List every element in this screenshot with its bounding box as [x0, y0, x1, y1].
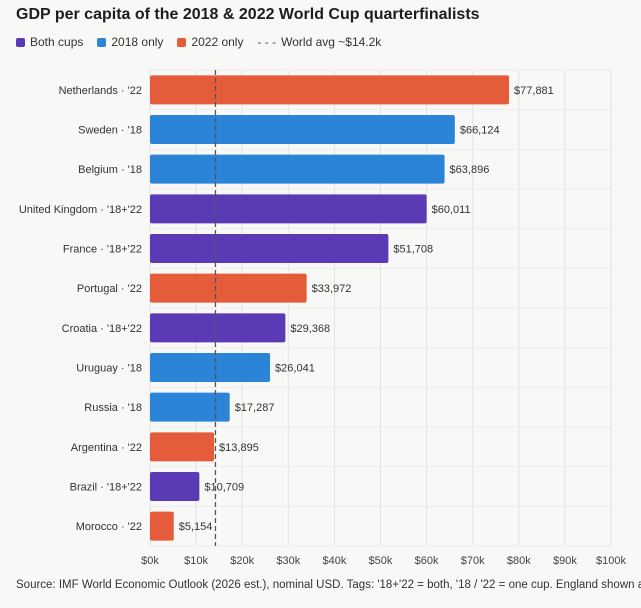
x-tick-label: $90k	[553, 555, 577, 567]
legend-label-world-avg: World avg ~$14.2k	[281, 35, 382, 49]
x-tick-label: $20k	[230, 555, 254, 567]
category-label: France · '18+'22	[63, 244, 142, 256]
bar	[150, 234, 389, 263]
bar	[150, 154, 445, 184]
x-tick-label: $70k	[461, 555, 485, 567]
x-tick-label: $30k	[276, 555, 300, 567]
source-note: Source: IMF World Economic Outlook (2026…	[16, 579, 641, 591]
x-tick-label: $10k	[184, 555, 208, 567]
category-label: Portugal · '22	[77, 283, 142, 295]
legend-item-world-avg: - - - World avg ~$14.2k	[257, 35, 381, 49]
bar	[150, 472, 200, 501]
bar	[150, 392, 230, 422]
legend-item-2018-only: 2018 only	[97, 35, 163, 49]
bar	[150, 432, 215, 462]
data-label: $17,287	[235, 402, 275, 414]
x-tick-label: $40k	[322, 555, 346, 567]
legend-item-both-cups: Both cups	[16, 35, 83, 49]
category-label: Argentina · '22	[71, 442, 142, 454]
category-label: United Kingdom · '18+'22	[19, 204, 142, 216]
category-label: Belgium · '18	[78, 164, 142, 176]
data-label: $60,011	[432, 204, 471, 216]
data-label: $13,895	[219, 442, 259, 454]
bar-chart: $0k $10k $20k $30k $40k $50k $60k $70k $80k $90k $…	[19, 69, 626, 567]
data-label: $5,154	[179, 521, 213, 533]
category-label: Uruguay · '18	[76, 363, 142, 375]
data-label: $29,368	[290, 323, 330, 335]
category-label: Russia · '18	[84, 402, 142, 414]
legend-swatch-2018-only	[97, 37, 107, 47]
bar	[150, 115, 455, 144]
category-label: Sweden · '18	[78, 125, 142, 137]
data-label: $33,972	[312, 283, 352, 295]
category-label: Netherlands · '22	[59, 85, 142, 97]
bar	[150, 353, 271, 382]
data-label: $63,896	[450, 164, 490, 176]
legend-swatch-2022-only	[177, 37, 187, 47]
data-label: $10,709	[204, 482, 244, 494]
x-tick-label: $0k	[141, 555, 159, 567]
bar	[150, 511, 174, 541]
data-label: $26,041	[275, 363, 315, 375]
category-label: Croatia · '18+'22	[62, 323, 142, 335]
bar	[150, 313, 286, 343]
data-label: $77,881	[514, 85, 554, 97]
chart-title: GDP per capita of the 2018 & 2022 World …	[16, 6, 480, 23]
legend-label-2018-only: 2018 only	[111, 35, 164, 49]
category-label: Morocco · '22	[76, 521, 142, 533]
x-tick-label: $50k	[369, 555, 393, 567]
x-tick-label: $100k	[596, 555, 626, 567]
legend-label-both-cups: Both cups	[30, 35, 84, 49]
data-label: $66,124	[460, 125, 500, 137]
chart-area: $0k $10k $20k $30k $40k $50k $60k $70k $80k $90k $…	[0, 56, 641, 574]
legend-dash-symbol: - - -	[257, 35, 277, 49]
bar	[150, 273, 307, 303]
legend-swatch-both-cups	[16, 37, 25, 47]
x-tick-label: $60k	[415, 555, 439, 567]
legend: Both cups 2018 only 2022 only - - - Worl…	[16, 35, 381, 49]
bar	[150, 75, 510, 105]
legend-item-2022-only: 2022 only	[177, 35, 243, 49]
bar	[150, 194, 427, 224]
category-label: Brazil · '18+'22	[70, 482, 142, 494]
x-tick-label: $80k	[507, 555, 531, 567]
legend-label-2022-only: 2022 only	[191, 35, 244, 49]
data-label: $51,708	[393, 244, 433, 256]
